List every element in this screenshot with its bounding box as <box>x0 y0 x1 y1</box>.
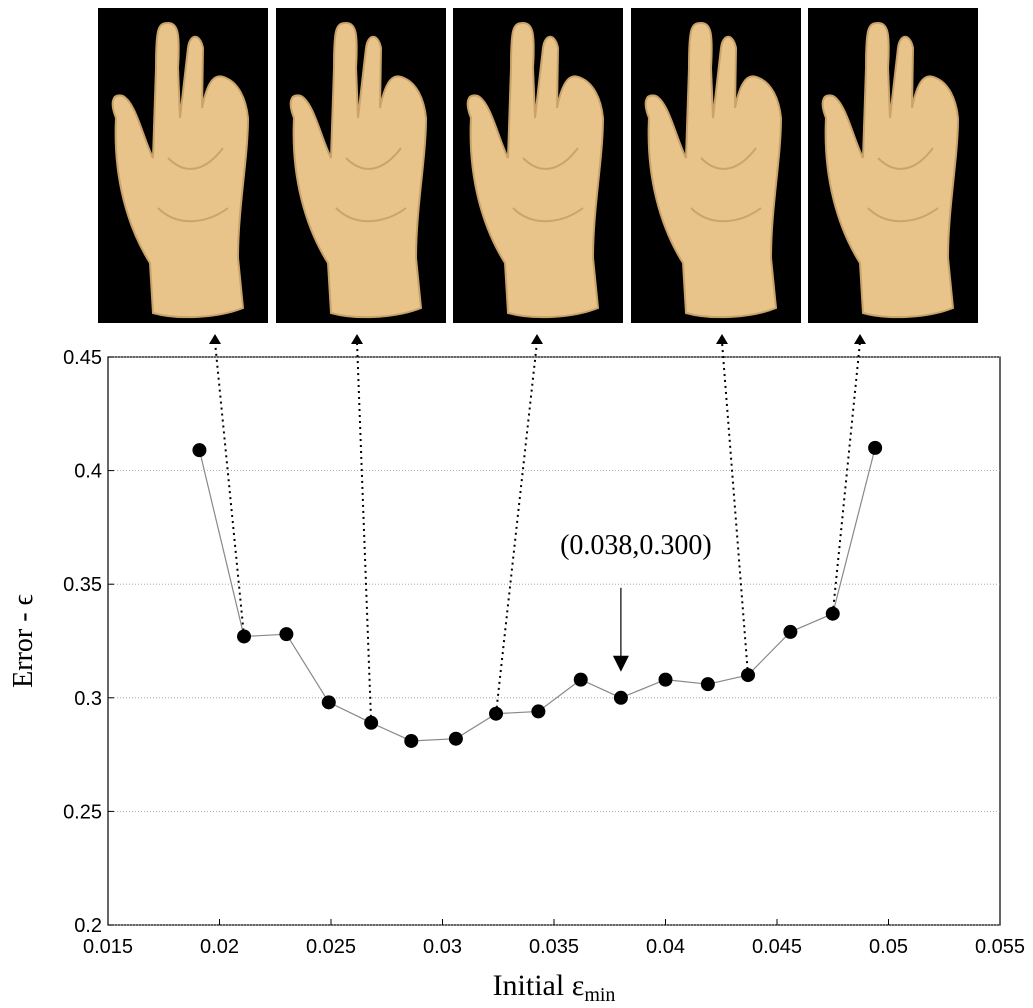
series-line <box>198 447 876 742</box>
thumbnail-link <box>214 341 246 637</box>
thumbnail <box>275 7 447 324</box>
y-tick-label: 0.4 <box>74 461 102 483</box>
y-tick-label: 0.35 <box>63 574 102 596</box>
thumbnail-link <box>721 341 750 676</box>
x-tick-label: 0.025 <box>306 936 356 958</box>
x-tick-label: 0.02 <box>200 936 239 958</box>
data-point <box>741 668 756 683</box>
data-point <box>783 624 798 639</box>
thumbnail-link-head <box>854 334 866 344</box>
thumbnail-link <box>356 341 373 723</box>
thumbnail <box>97 7 269 324</box>
data-point <box>613 690 628 705</box>
thumbnails <box>97 7 979 324</box>
data-point <box>573 672 588 687</box>
y-tick-label: 0.45 <box>63 347 102 369</box>
thumbnail-link <box>831 341 861 614</box>
y-tick-label: 0.3 <box>74 688 102 710</box>
data-point <box>448 731 463 746</box>
thumbnail-link <box>495 341 538 714</box>
x-tick-label: 0.04 <box>646 936 685 958</box>
thumbnail <box>807 7 979 324</box>
thumbnail <box>452 7 624 324</box>
x-tick-label: 0.015 <box>83 936 133 958</box>
x-tick-label: 0.045 <box>752 936 802 958</box>
x-axis-label-text: Initial ε <box>493 969 585 1002</box>
x-axis-label: Initial εmin <box>493 969 616 1006</box>
thumbnail-link-head <box>351 334 363 344</box>
x-tick-label: 0.03 <box>423 936 462 958</box>
data-point <box>658 672 673 687</box>
data-point <box>321 695 336 710</box>
thumbnail-link-head <box>531 334 543 344</box>
x-tick-label: 0.05 <box>869 936 908 958</box>
thumbnail-link-head <box>716 334 728 344</box>
data-point <box>237 629 252 644</box>
y-axis-label: Error - ϵ <box>8 594 39 688</box>
annotation-arrow-head <box>612 655 629 672</box>
x-tick-label: 0.035 <box>529 936 579 958</box>
data-point <box>825 606 840 621</box>
thumbnail-link-head <box>209 334 221 344</box>
x-axis-label-subscript: min <box>584 984 615 1006</box>
data-point <box>279 627 294 642</box>
data-point <box>404 733 419 748</box>
data-point <box>700 677 715 692</box>
data-point <box>489 706 504 721</box>
data-point <box>531 704 546 719</box>
data-point <box>868 440 883 455</box>
data-point <box>192 443 207 458</box>
y-tick-label: 0.25 <box>63 801 102 823</box>
y-tick-label: 0.2 <box>74 915 102 937</box>
annotation-text: (0.038,0.300) <box>560 530 712 561</box>
x-tick-label: 0.055 <box>975 936 1025 958</box>
thumbnail <box>630 7 802 324</box>
data-point <box>364 715 379 730</box>
